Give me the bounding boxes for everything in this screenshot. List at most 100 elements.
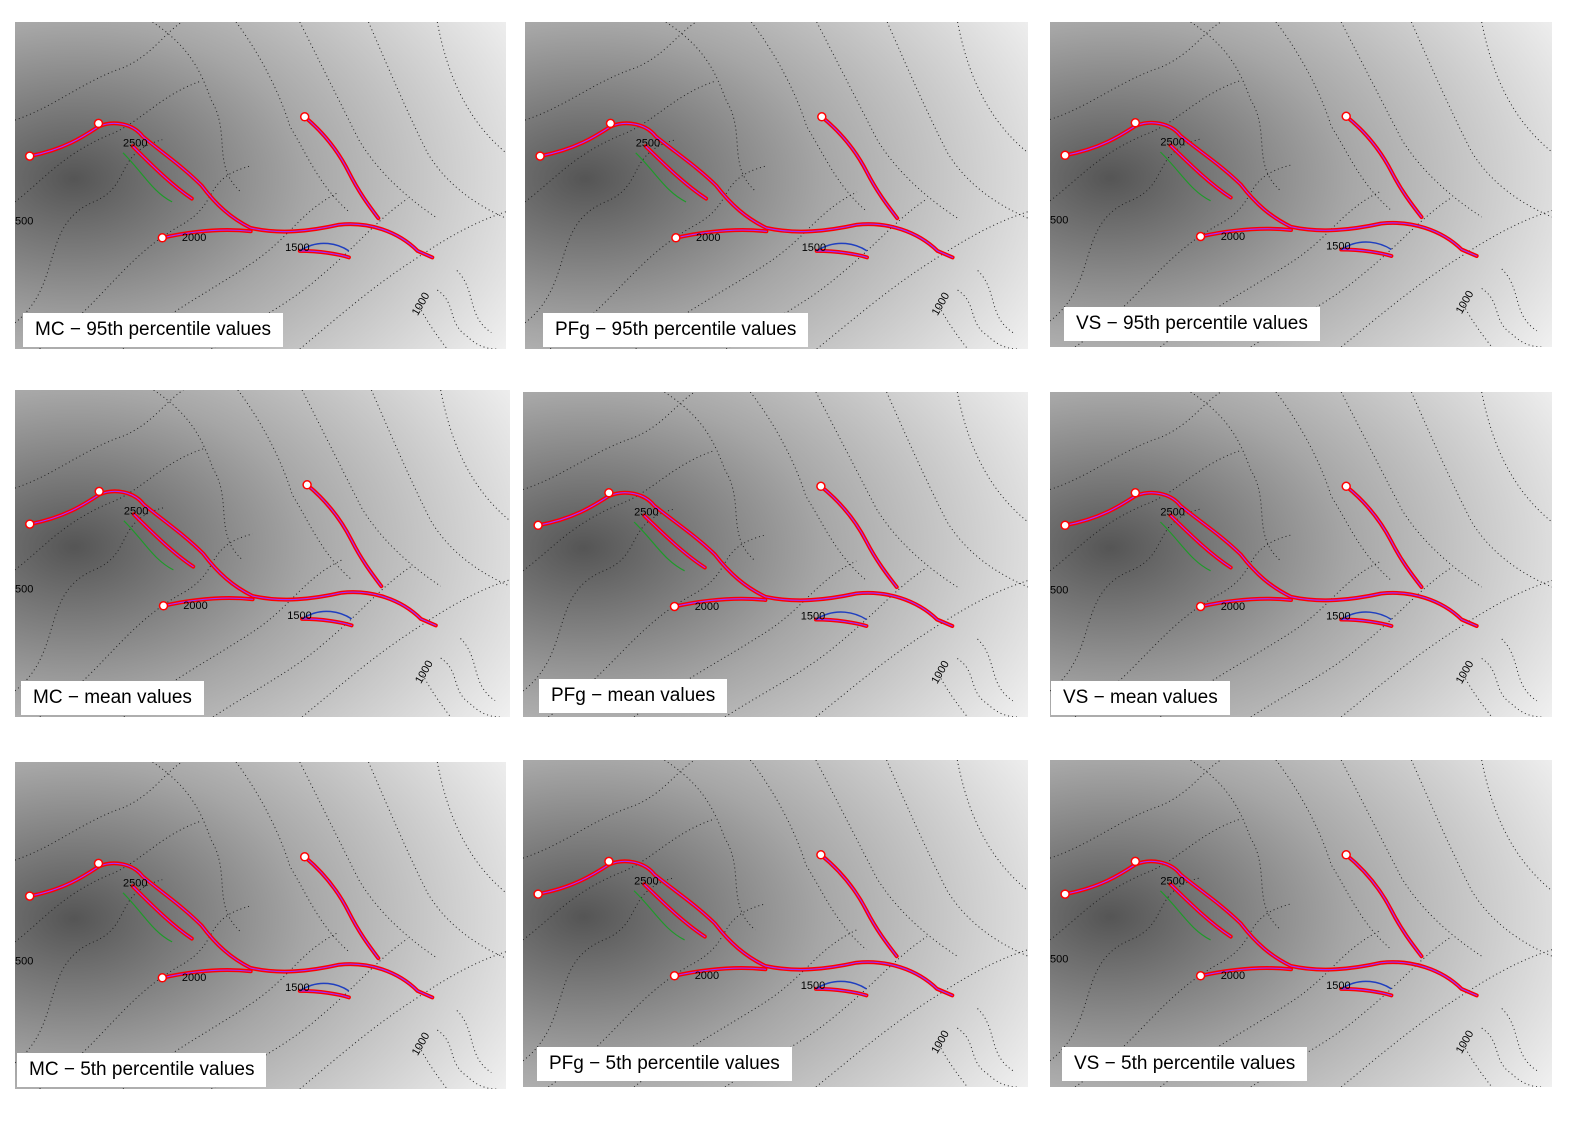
contour-line [523, 392, 695, 490]
contour-line [1050, 760, 1221, 859]
lava-flow-inner [821, 116, 898, 219]
contour-line [152, 22, 242, 193]
contour-elevation-label: 2500 [634, 507, 658, 519]
terrain-background [523, 392, 1028, 717]
contour-line [977, 270, 1014, 334]
contour-line [440, 390, 510, 522]
contour-line [1190, 392, 1282, 562]
contour-line [1501, 1008, 1538, 1072]
panel-caption: VS − 95th percentile values [1064, 307, 1320, 341]
contour-line [1050, 22, 1221, 120]
lava-flow-inner [1169, 514, 1232, 569]
vent-marker [817, 112, 827, 122]
lava-flow-inner [132, 145, 193, 200]
flow-outline-green [633, 521, 685, 572]
contour-elevation-label: 2000 [695, 970, 719, 982]
terrain-background [1050, 392, 1552, 717]
map-panel-vs-mean: 2500 2000 1500 1000 500 VS − mean values [1050, 392, 1552, 717]
flow-outline-blue [816, 242, 868, 252]
contour-line [15, 80, 202, 203]
map-panel-mc-mean: 2500 2000 1500 1000 500 MC − mean values [15, 390, 510, 717]
contour-line [15, 762, 183, 861]
contour-line [1410, 22, 1552, 218]
contour-line [15, 879, 163, 1064]
contour-line [1050, 138, 1201, 322]
contour-elevation-label: 2500 [634, 875, 658, 887]
lava-flow-inner [1340, 618, 1392, 627]
lava-flow-inner [645, 145, 707, 200]
flow-outline-blue [299, 982, 350, 992]
lava-flow-inner [1200, 598, 1292, 608]
flow-outline-green [635, 152, 687, 203]
flow-outline-blue [815, 611, 867, 621]
terrain-background [1050, 22, 1552, 347]
contour-line [816, 22, 958, 219]
map-panel-mc-95th: 2500 2000 1500 1000 500 MC − 95th percentile… [15, 22, 506, 349]
vent-marker [157, 233, 168, 243]
contour-elevation-label: 1500 [1326, 611, 1350, 623]
flow-outline-blue [301, 610, 353, 620]
contour-elevation-label: 2500 [1160, 137, 1184, 149]
flow-outline-blue [1340, 241, 1392, 251]
vent-marker [1130, 118, 1141, 128]
contour-line [957, 658, 1018, 717]
contour-line [664, 392, 756, 562]
lava-flow-inner [673, 967, 766, 977]
flow-outline-green [1159, 521, 1211, 572]
contour-line [1481, 22, 1552, 153]
contour-elevation-label: 2000 [1221, 231, 1245, 243]
vent-marker [1130, 488, 1141, 498]
contour-line [436, 762, 506, 894]
vent-marker [299, 112, 310, 122]
contour-line [1340, 760, 1482, 957]
vent-marker [533, 520, 543, 531]
lava-flow-inner [1345, 485, 1423, 588]
contour-line [523, 818, 716, 941]
contour-line [1481, 658, 1543, 717]
terrain-background [15, 22, 506, 349]
contour-elevation-label: 2500 [123, 137, 147, 149]
lava-flow-inner [820, 485, 898, 588]
vent-marker [671, 233, 681, 243]
contour-line [1050, 450, 1241, 572]
vent-marker [25, 519, 35, 529]
vent-marker [604, 856, 614, 867]
vent-marker [816, 481, 826, 492]
lava-flow-inner [304, 856, 379, 959]
contour-line [957, 289, 1018, 349]
contour-line [977, 1008, 1014, 1072]
terrain-background [523, 760, 1028, 1087]
contour-elevation-label: 1500 [801, 611, 825, 623]
contour-elevation-label: 500 [1050, 215, 1068, 227]
contour-line [1481, 288, 1543, 347]
contour-elevation-label: 2500 [636, 137, 660, 149]
contour-line [957, 1027, 1018, 1087]
contour-elevation-label: 2000 [696, 232, 720, 244]
contour-elevation-label: 1500 [1326, 980, 1350, 992]
lava-flow-inner [132, 885, 193, 940]
vent-marker [1060, 150, 1070, 161]
lava-flow-inner [1169, 883, 1232, 938]
map-panel-vs-5th: 2500 2000 1500 1000 500 VS − 5th percentile … [1050, 760, 1552, 1087]
vent-marker [669, 971, 680, 981]
flow-outline-blue [1340, 980, 1392, 990]
vent-marker [24, 151, 35, 161]
lava-flow-inner [1200, 967, 1292, 977]
contour-elevation-label: 1500 [802, 242, 826, 254]
contour-line [456, 1010, 492, 1074]
contour-elevation-label: 2000 [695, 601, 719, 613]
flow-outline-green [122, 892, 173, 943]
contour-line [956, 760, 1028, 892]
contour-line [956, 392, 1028, 523]
panel-caption: MC − 95th percentile values [23, 313, 284, 347]
contour-line [301, 579, 510, 717]
contour-elevation-label: 2500 [1160, 507, 1184, 519]
contour-line [525, 80, 717, 203]
lava-flow-inner [1345, 854, 1423, 957]
vent-marker [605, 118, 616, 129]
contour-elevation-label: 500 [1050, 585, 1068, 597]
contour-line [15, 390, 184, 489]
